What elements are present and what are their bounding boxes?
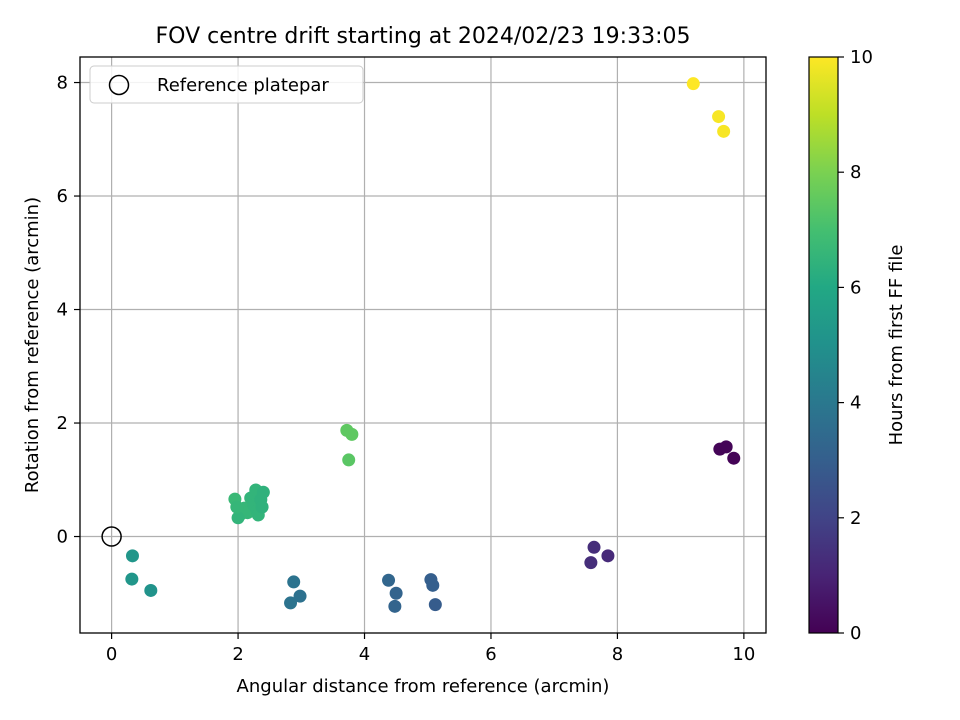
- y-axis-ticks: 0 2 4 6 8: [57, 73, 80, 548]
- x-tick-label: 8: [612, 644, 623, 665]
- x-tick-label: 0: [106, 644, 117, 665]
- data-point: [293, 589, 307, 603]
- colorbar-ticks: 0 2 4 6 8 10: [838, 47, 873, 644]
- data-point: [125, 572, 139, 586]
- data-point: [712, 110, 726, 124]
- data-point: [382, 573, 396, 587]
- data-point: [342, 453, 356, 467]
- data-point: [287, 575, 301, 589]
- data-point: [345, 427, 359, 441]
- colorbar-tick-label: 10: [850, 47, 873, 68]
- data-point: [284, 596, 298, 610]
- data-point: [231, 511, 245, 525]
- data-point: [389, 586, 403, 600]
- colorbar: 0 2 4 6 8 10 Hours from first FF file: [808, 47, 907, 644]
- data-point: [717, 124, 731, 138]
- data-point: [426, 578, 440, 592]
- y-axis-label: Rotation from reference (arcmin): [22, 197, 43, 493]
- legend: Reference platepar: [89, 65, 364, 104]
- y-tick-label: 4: [57, 300, 68, 321]
- colorbar-gradient: [808, 56, 839, 634]
- data-point: [601, 549, 615, 563]
- data-points: [125, 77, 741, 613]
- data-point: [686, 77, 700, 91]
- data-point: [428, 598, 442, 612]
- legend-marker: [108, 74, 130, 96]
- colorbar-tick-label: 8: [850, 162, 861, 183]
- y-tick-label: 0: [57, 527, 68, 548]
- data-point: [587, 540, 601, 554]
- colorbar-tick-label: 6: [850, 277, 861, 298]
- plot-frame: [79, 56, 767, 634]
- chart-title: FOV centre drift starting at 2024/02/23 …: [156, 24, 691, 49]
- y-tick-label: 8: [57, 73, 68, 94]
- data-point: [144, 583, 158, 597]
- data-point: [125, 549, 139, 563]
- data-point: [719, 440, 733, 454]
- data-point: [255, 500, 269, 514]
- x-tick-label: 4: [359, 644, 370, 665]
- grid-lines: [80, 57, 766, 633]
- y-tick-label: 6: [57, 186, 68, 207]
- colorbar-tick-label: 2: [850, 508, 861, 529]
- data-point: [584, 556, 598, 570]
- colorbar-tick-label: 4: [850, 393, 861, 414]
- legend-label: Reference platepar: [157, 75, 329, 96]
- x-tick-label: 2: [232, 644, 243, 665]
- x-tick-label: 10: [732, 644, 755, 665]
- x-tick-label: 6: [485, 644, 496, 665]
- data-point: [256, 485, 270, 499]
- data-point: [727, 451, 741, 465]
- legend-box: [89, 65, 364, 104]
- colorbar-label: Hours from first FF file: [886, 245, 907, 446]
- x-axis-label: Angular distance from reference (arcmin): [237, 676, 610, 697]
- x-axis-ticks: 0 2 4 6 8 10: [106, 633, 755, 665]
- y-tick-label: 2: [57, 413, 68, 434]
- data-point: [230, 500, 244, 514]
- reference-marker: [101, 526, 122, 547]
- data-point: [388, 599, 402, 613]
- colorbar-tick-label: 0: [850, 623, 861, 644]
